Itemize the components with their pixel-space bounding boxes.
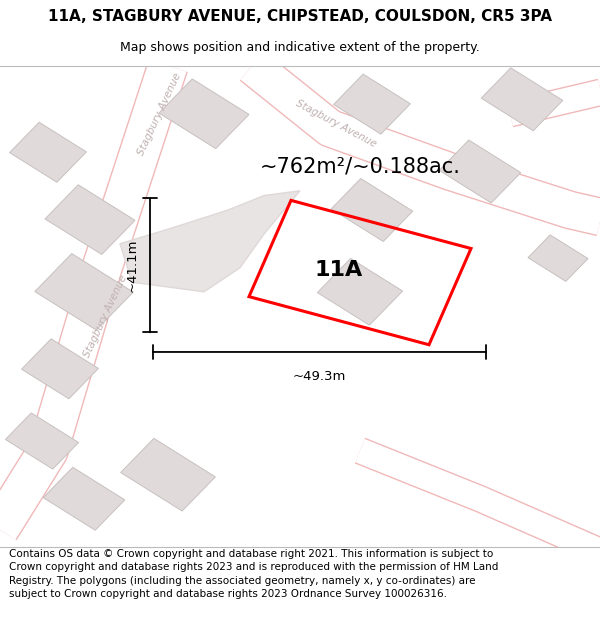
Polygon shape bbox=[45, 185, 135, 254]
Polygon shape bbox=[159, 79, 249, 149]
Text: 11A, STAGBURY AVENUE, CHIPSTEAD, COULSDON, CR5 3PA: 11A, STAGBURY AVENUE, CHIPSTEAD, COULSDO… bbox=[48, 9, 552, 24]
Polygon shape bbox=[121, 438, 215, 511]
Text: ~41.1m: ~41.1m bbox=[125, 239, 139, 292]
Text: Stagbury Avenue: Stagbury Avenue bbox=[294, 98, 378, 149]
Text: ~762m²/~0.188ac.: ~762m²/~0.188ac. bbox=[260, 157, 460, 177]
Text: Stagbury Avenue: Stagbury Avenue bbox=[136, 71, 182, 157]
Text: Map shows position and indicative extent of the property.: Map shows position and indicative extent… bbox=[120, 41, 480, 54]
Polygon shape bbox=[10, 122, 86, 182]
Polygon shape bbox=[317, 259, 403, 325]
Polygon shape bbox=[43, 468, 125, 530]
Polygon shape bbox=[5, 413, 79, 469]
Polygon shape bbox=[331, 179, 413, 241]
Text: Contains OS data © Crown copyright and database right 2021. This information is : Contains OS data © Crown copyright and d… bbox=[9, 549, 499, 599]
Text: ~49.3m: ~49.3m bbox=[293, 369, 346, 382]
Polygon shape bbox=[35, 254, 133, 330]
Polygon shape bbox=[334, 74, 410, 134]
Polygon shape bbox=[481, 68, 563, 131]
Polygon shape bbox=[22, 339, 98, 399]
Polygon shape bbox=[120, 191, 300, 292]
Polygon shape bbox=[439, 140, 521, 203]
Text: Stagbury Avenue: Stagbury Avenue bbox=[82, 273, 128, 359]
Polygon shape bbox=[528, 235, 588, 281]
Text: 11A: 11A bbox=[315, 260, 363, 280]
